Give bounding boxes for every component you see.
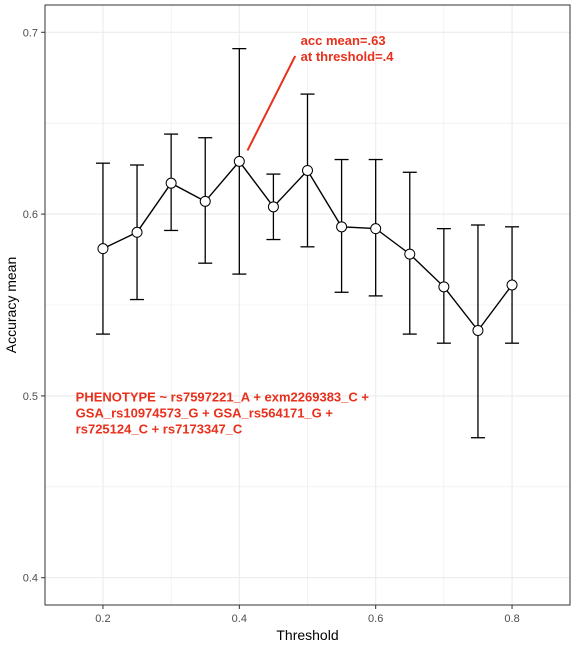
y-tick-label: 0.6 <box>23 209 38 221</box>
data-point <box>131 226 143 238</box>
data-point <box>267 201 279 213</box>
x-tick-label: 0.4 <box>232 613 247 625</box>
y-tick-label: 0.7 <box>23 27 38 39</box>
x-tick-label: 0.2 <box>95 613 110 625</box>
annotation-line: acc mean=.63 <box>301 33 386 48</box>
x-axis-title: Threshold <box>276 627 338 643</box>
x-tick-label: 0.6 <box>368 613 383 625</box>
annotation-formula: PHENOTYPE ~ rs7597221_A + exm2269383_C +… <box>76 389 370 436</box>
annotation-line: PHENOTYPE ~ rs7597221_A + exm2269383_C + <box>76 389 370 404</box>
data-point <box>438 281 450 293</box>
annotation-line: GSA_rs10974573_G + GSA_rs564171_G + <box>76 405 334 420</box>
annotation-text: PHENOTYPE ~ rs7597221_A + exm2269383_C +… <box>76 389 370 436</box>
data-point <box>472 324 484 336</box>
data-point <box>233 155 245 167</box>
annotation-acc: acc mean=.63 at threshold=.4 <box>246 33 395 151</box>
x-tick-label: 0.8 <box>504 613 519 625</box>
data-point <box>97 243 109 255</box>
panel-border <box>44 4 571 606</box>
annotation-text: acc mean=.63 at threshold=.4 <box>301 33 395 64</box>
data-point <box>336 221 348 233</box>
annotation-line: at threshold=.4 <box>301 49 395 64</box>
data-point <box>370 223 382 235</box>
y-axis-title: Accuracy mean <box>3 257 19 353</box>
y-axis-ticks: 0.4 0.5 0.6 0.7 <box>23 27 45 585</box>
annotation-line: rs725124_C + rs7173347_C <box>76 421 243 436</box>
annotations: acc mean=.63 at threshold=.4 PHENOTYPE ~ r… <box>76 33 395 436</box>
data-point <box>199 195 211 207</box>
data-points <box>97 155 518 336</box>
data-point <box>302 164 313 176</box>
x-axis-ticks: 0.2 0.4 0.6 0.8 <box>95 605 520 625</box>
data-point <box>506 279 518 291</box>
data-point <box>165 177 177 189</box>
annotation-pointer-line <box>246 55 297 151</box>
data-point <box>404 248 416 260</box>
y-tick-label: 0.4 <box>23 573 38 585</box>
y-tick-label: 0.5 <box>23 391 38 403</box>
